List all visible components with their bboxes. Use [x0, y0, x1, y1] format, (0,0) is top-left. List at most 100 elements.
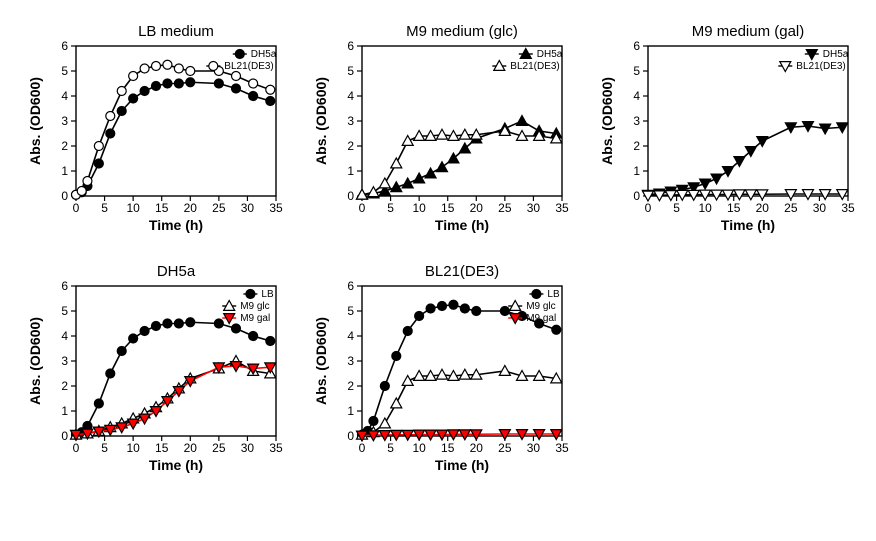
y-axis-label: Abs. (OD600) — [27, 77, 43, 165]
x-tick-label: 5 — [673, 201, 680, 215]
x-tick-label: 20 — [184, 201, 198, 215]
series-line — [362, 121, 556, 195]
legend-label: M9 gal — [240, 313, 270, 324]
y-tick-label: 2 — [61, 139, 68, 153]
x-axis-label: Time (h) — [435, 457, 489, 473]
x-tick-label: 10 — [412, 441, 426, 455]
legend-label: M9 glc — [526, 301, 555, 312]
y-tick-label: 2 — [347, 139, 354, 153]
legend-label: M9 gal — [526, 313, 556, 324]
x-tick-label: 0 — [73, 201, 80, 215]
x-tick-label: 30 — [527, 441, 541, 455]
x-tick-label: 10 — [126, 201, 140, 215]
x-tick-label: 0 — [359, 441, 366, 455]
x-tick-label: 35 — [841, 201, 855, 215]
series-line — [648, 126, 842, 195]
x-tick-label: 30 — [527, 201, 541, 215]
x-tick-label: 0 — [73, 441, 80, 455]
y-tick-label: 1 — [347, 164, 354, 178]
y-tick-label: 6 — [633, 39, 640, 53]
x-tick-label: 15 — [155, 201, 169, 215]
series-line — [76, 82, 270, 195]
x-tick-label: 15 — [155, 441, 169, 455]
legend-label: DH5a — [537, 49, 563, 60]
x-tick-label: 25 — [498, 201, 512, 215]
legend-label: DH5a — [823, 49, 849, 60]
y-tick-label: 5 — [61, 304, 68, 318]
panel-1: M9 medium (glc)051015202530350123456Time… — [306, 20, 582, 250]
x-axis-label: Time (h) — [149, 217, 203, 233]
x-tick-label: 5 — [101, 441, 108, 455]
y-tick-label: 4 — [633, 89, 640, 103]
y-tick-label: 3 — [61, 114, 68, 128]
chart-panel: DH5a051015202530350123456Time (h)Abs. (O… — [20, 260, 296, 490]
y-tick-label: 2 — [61, 379, 68, 393]
y-tick-label: 1 — [61, 404, 68, 418]
y-tick-label: 0 — [633, 189, 640, 203]
x-tick-label: 0 — [359, 201, 366, 215]
x-tick-label: 5 — [387, 201, 394, 215]
y-tick-label: 1 — [633, 164, 640, 178]
legend-label: BL21(DE3) — [796, 61, 845, 72]
y-tick-label: 0 — [61, 429, 68, 443]
x-axis-label: Time (h) — [721, 217, 775, 233]
y-tick-label: 0 — [61, 189, 68, 203]
x-tick-label: 20 — [756, 201, 770, 215]
y-tick-label: 6 — [347, 279, 354, 293]
series-line — [76, 322, 270, 435]
panel-0: LB medium051015202530350123456Time (h)Ab… — [20, 20, 296, 250]
y-tick-label: 4 — [61, 329, 68, 343]
x-axis-label: Time (h) — [149, 457, 203, 473]
y-axis-label: Abs. (OD600) — [599, 77, 615, 165]
x-tick-label: 25 — [212, 441, 226, 455]
y-axis-label: Abs. (OD600) — [27, 317, 43, 405]
y-axis-label: Abs. (OD600) — [313, 317, 329, 405]
y-tick-label: 3 — [61, 354, 68, 368]
y-tick-label: 1 — [347, 404, 354, 418]
y-tick-label: 3 — [347, 354, 354, 368]
y-tick-label: 3 — [347, 114, 354, 128]
chart-panel: BL21(DE3)051015202530350123456Time (h)Ab… — [306, 260, 582, 490]
legend-label: M9 glc — [240, 301, 269, 312]
x-tick-label: 35 — [269, 201, 283, 215]
chart-panel: M9 medium (glc)051015202530350123456Time… — [306, 20, 582, 250]
x-tick-label: 10 — [126, 441, 140, 455]
x-tick-label: 20 — [470, 201, 484, 215]
series-line — [362, 305, 556, 435]
chart-panel: LB medium051015202530350123456Time (h)Ab… — [20, 20, 296, 250]
series-line — [648, 194, 842, 196]
panel-2: M9 medium (gal)051015202530350123456Time… — [592, 20, 868, 250]
legend-label: BL21(DE3) — [224, 61, 273, 72]
chart-panel: M9 medium (gal)051015202530350123456Time… — [592, 20, 868, 250]
x-tick-label: 30 — [241, 441, 255, 455]
x-tick-label: 5 — [387, 441, 394, 455]
x-tick-label: 25 — [212, 201, 226, 215]
y-tick-label: 5 — [61, 64, 68, 78]
x-tick-label: 20 — [184, 441, 198, 455]
y-tick-label: 6 — [61, 279, 68, 293]
x-tick-label: 10 — [698, 201, 712, 215]
y-tick-label: 4 — [61, 89, 68, 103]
y-tick-label: 3 — [633, 114, 640, 128]
y-tick-label: 0 — [347, 189, 354, 203]
panel-title: LB medium — [138, 23, 214, 40]
legend-label: BL21(DE3) — [510, 61, 559, 72]
x-tick-label: 0 — [645, 201, 652, 215]
y-tick-label: 1 — [61, 164, 68, 178]
y-tick-label: 4 — [347, 89, 354, 103]
x-tick-label: 5 — [101, 201, 108, 215]
x-tick-label: 15 — [727, 201, 741, 215]
series-line — [76, 361, 270, 435]
legend-label: LB — [261, 289, 274, 300]
series-line — [76, 366, 270, 435]
x-tick-label: 15 — [441, 441, 455, 455]
x-tick-label: 30 — [241, 201, 255, 215]
x-tick-label: 35 — [555, 441, 569, 455]
legend-label: DH5a — [251, 49, 277, 60]
y-tick-label: 5 — [347, 64, 354, 78]
panel-4: BL21(DE3)051015202530350123456Time (h)Ab… — [306, 260, 582, 490]
x-tick-label: 15 — [441, 201, 455, 215]
legend-label: LB — [547, 289, 560, 300]
y-tick-label: 2 — [633, 139, 640, 153]
y-tick-label: 0 — [347, 429, 354, 443]
